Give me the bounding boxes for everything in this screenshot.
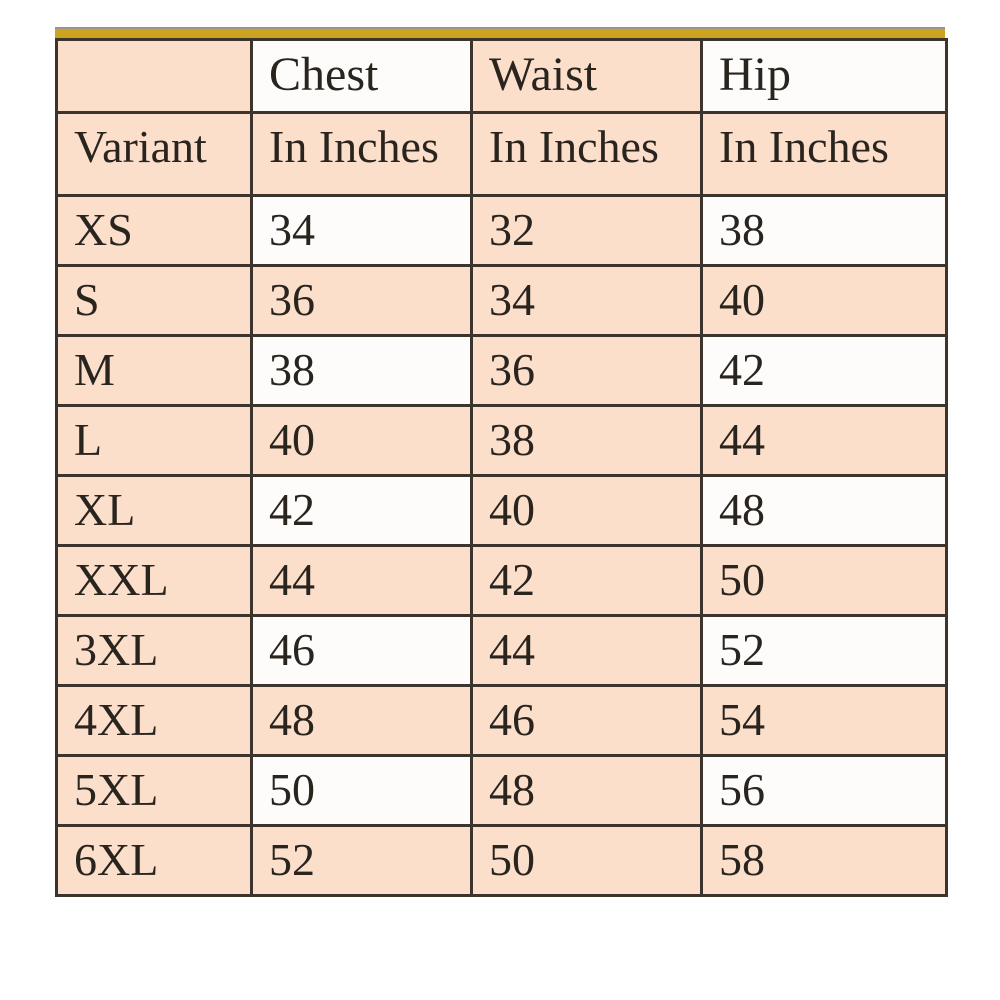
size-row-s: S 36 34 40 [55,264,948,337]
waist-value-cell: 48 [470,754,703,827]
variant-cell: XL [55,474,253,547]
header-cell-chest-units: In Inches [250,111,473,197]
variant-cell: 6XL [55,824,253,897]
size-row-4xl: 4XL 48 46 54 [55,684,948,757]
hip-value-cell: 56 [700,754,948,827]
hip-value-cell: 44 [700,404,948,477]
hip-value-cell: 42 [700,334,948,407]
header-cell-waist: Waist [470,38,703,114]
chest-value-cell: 40 [250,404,473,477]
chest-value-cell: 52 [250,824,473,897]
variant-cell: 4XL [55,684,253,757]
waist-value-cell: 34 [470,264,703,337]
variant-cell: S [55,264,253,337]
size-row-5xl: 5XL 50 48 56 [55,754,948,827]
chest-value-cell: 36 [250,264,473,337]
top-accent-bar [55,27,945,38]
variant-cell: 5XL [55,754,253,827]
size-chart-table: Chest Waist Hip Variant In Inches In Inc… [55,38,948,897]
size-row-l: L 40 38 44 [55,404,948,477]
size-row-xs: XS 34 32 38 [55,194,948,267]
hip-value-cell: 58 [700,824,948,897]
size-row-xl: XL 42 40 48 [55,474,948,547]
header-cell-variant: Variant [55,111,253,197]
waist-value-cell: 40 [470,474,703,547]
chest-value-cell: 48 [250,684,473,757]
waist-value-cell: 42 [470,544,703,617]
hip-value-cell: 54 [700,684,948,757]
variant-cell: XS [55,194,253,267]
variant-cell: 3XL [55,614,253,687]
chest-value-cell: 42 [250,474,473,547]
hip-value-cell: 50 [700,544,948,617]
size-row-xxl: XXL 44 42 50 [55,544,948,617]
hip-value-cell: 38 [700,194,948,267]
chest-value-cell: 34 [250,194,473,267]
variant-cell: XXL [55,544,253,617]
header-row-measures: Chest Waist Hip [55,38,948,114]
hip-value-cell: 48 [700,474,948,547]
waist-value-cell: 44 [470,614,703,687]
header-cell-hip-units: In Inches [700,111,948,197]
size-row-3xl: 3XL 46 44 52 [55,614,948,687]
variant-cell: L [55,404,253,477]
header-cell-hip: Hip [700,38,948,114]
waist-value-cell: 36 [470,334,703,407]
header-row-units: Variant In Inches In Inches In Inches [55,111,948,197]
variant-cell: M [55,334,253,407]
chest-value-cell: 44 [250,544,473,617]
waist-value-cell: 38 [470,404,703,477]
size-row-6xl: 6XL 52 50 58 [55,824,948,897]
waist-value-cell: 46 [470,684,703,757]
waist-value-cell: 50 [470,824,703,897]
hip-value-cell: 40 [700,264,948,337]
waist-value-cell: 32 [470,194,703,267]
size-chart: Chest Waist Hip Variant In Inches In Inc… [55,27,948,897]
chest-value-cell: 38 [250,334,473,407]
hip-value-cell: 52 [700,614,948,687]
chest-value-cell: 50 [250,754,473,827]
chest-value-cell: 46 [250,614,473,687]
size-row-m: M 38 36 42 [55,334,948,407]
header-cell-waist-units: In Inches [470,111,703,197]
header-cell-chest: Chest [250,38,473,114]
header-cell-blank [55,38,253,114]
